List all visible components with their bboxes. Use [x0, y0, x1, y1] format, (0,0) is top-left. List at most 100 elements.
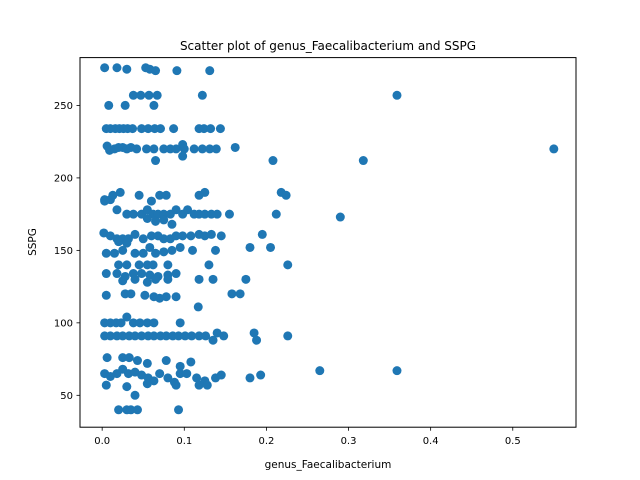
data-point — [205, 66, 215, 76]
data-point — [252, 335, 262, 345]
data-point — [271, 209, 281, 219]
y-axis-label: SSPG — [27, 228, 39, 256]
data-point — [197, 90, 207, 100]
data-point — [151, 274, 161, 284]
data-point — [245, 373, 255, 383]
data-point — [230, 142, 240, 152]
data-point — [358, 156, 368, 166]
x-axis-ticks: 0.0 0.1 0.2 0.3 0.4 0.5 — [94, 427, 521, 447]
data-point — [187, 331, 197, 341]
data-point — [132, 144, 142, 154]
data-point — [174, 405, 184, 415]
data-point — [171, 269, 181, 279]
data-point — [171, 292, 181, 302]
y-tick-label: 100 — [54, 318, 73, 329]
data-point — [186, 231, 196, 241]
data-point — [135, 318, 145, 328]
data-point — [178, 151, 188, 161]
x-axis-label: genus_Faecalibacterium — [265, 459, 392, 471]
data-point — [114, 237, 124, 247]
data-points — [99, 63, 559, 415]
y-tick-label: 250 — [54, 101, 73, 112]
data-point — [151, 156, 161, 166]
data-point — [175, 369, 185, 379]
data-point — [130, 274, 140, 284]
data-point — [128, 209, 138, 219]
data-point — [216, 231, 226, 241]
data-point — [281, 190, 291, 200]
data-point — [128, 90, 138, 100]
data-point — [137, 124, 147, 134]
data-point — [122, 312, 132, 322]
data-point — [224, 209, 234, 219]
data-point — [175, 318, 185, 328]
data-point — [182, 369, 192, 379]
data-point — [159, 215, 169, 225]
data-point — [122, 238, 132, 248]
data-point — [122, 209, 132, 219]
data-point — [335, 212, 345, 222]
data-point — [211, 144, 221, 154]
data-point — [159, 144, 169, 154]
data-point — [188, 245, 197, 255]
data-point — [167, 245, 177, 255]
data-point — [101, 248, 111, 258]
data-point — [146, 196, 156, 206]
data-point — [108, 190, 118, 200]
data-point — [149, 100, 159, 110]
data-point — [134, 190, 144, 200]
data-point — [171, 380, 181, 390]
data-point — [149, 144, 159, 154]
data-point — [211, 245, 220, 255]
data-point — [163, 274, 173, 284]
plot-frame — [79, 57, 577, 428]
data-point — [155, 124, 165, 134]
data-point — [180, 331, 190, 341]
data-point — [268, 156, 278, 166]
data-point — [192, 373, 202, 383]
data-point — [138, 248, 148, 258]
data-point — [169, 124, 179, 134]
x-tick-label: 0.5 — [505, 436, 521, 447]
data-point — [215, 124, 225, 134]
data-point — [161, 190, 171, 200]
data-point — [212, 209, 222, 219]
data-point — [159, 234, 169, 244]
data-point — [194, 331, 204, 341]
data-point — [167, 219, 177, 229]
data-point — [161, 356, 171, 366]
data-point — [142, 379, 152, 389]
data-point — [183, 205, 193, 215]
data-point — [130, 390, 140, 400]
data-point — [159, 247, 169, 257]
data-point — [208, 335, 218, 345]
data-point — [144, 90, 154, 100]
data-point — [227, 289, 237, 299]
data-point — [122, 260, 132, 270]
data-point — [137, 269, 147, 279]
data-point — [142, 144, 152, 154]
data-point — [132, 405, 142, 415]
data-point — [143, 124, 153, 134]
data-point — [163, 260, 173, 270]
data-point — [142, 318, 152, 328]
data-point — [124, 353, 134, 363]
data-point — [194, 380, 204, 390]
data-point — [219, 331, 229, 341]
data-point — [101, 269, 111, 279]
data-point — [175, 242, 185, 252]
data-point — [112, 63, 122, 73]
data-point — [142, 213, 152, 223]
x-tick-label: 0.0 — [94, 436, 110, 447]
data-point — [206, 229, 216, 239]
data-point — [128, 318, 138, 328]
data-point — [104, 100, 114, 110]
data-point — [315, 366, 325, 376]
data-point — [245, 242, 255, 252]
data-point — [134, 260, 144, 270]
data-point — [266, 242, 276, 252]
data-point — [140, 290, 150, 300]
data-point — [186, 357, 196, 367]
